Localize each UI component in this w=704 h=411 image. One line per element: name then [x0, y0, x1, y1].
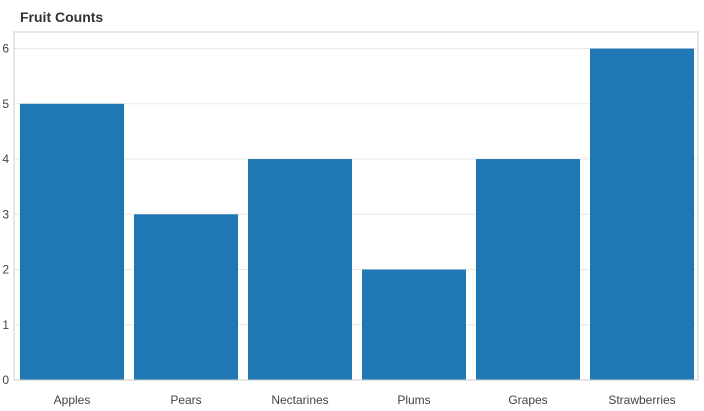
bar-grapes [476, 159, 580, 380]
bar-nectarines [248, 159, 352, 380]
x-tick-label: Strawberries [608, 393, 675, 407]
y-tick-label: 1 [2, 318, 9, 332]
y-tick-label: 6 [2, 42, 9, 56]
plot-frame [13, 31, 699, 381]
bar-plums [362, 269, 466, 380]
y-tick-label: 4 [2, 152, 9, 166]
x-tick-label: Plums [397, 393, 430, 407]
y-tick-label: 2 [2, 263, 9, 277]
bar-apples [20, 103, 124, 381]
y-tick-label: 5 [2, 97, 9, 111]
x-tick-label: Nectarines [271, 393, 328, 407]
chart-title: Fruit Counts [20, 9, 104, 25]
x-tick-label: Apples [54, 393, 91, 407]
bar-pears [134, 214, 238, 380]
bar-strawberries [590, 48, 694, 380]
axis-layer [13, 31, 699, 381]
x-tick-label: Grapes [508, 393, 547, 407]
x-tick-label: Pears [170, 393, 201, 407]
y-tick-label: 3 [2, 207, 9, 221]
bars-layer [20, 48, 694, 381]
y-tick-label: 0 [2, 373, 9, 387]
labels-layer: 0 1 2 3 4 5 6 Apples Pears Nectarines Plums Grapes S… [2, 42, 675, 407]
grid-layer [14, 48, 698, 326]
